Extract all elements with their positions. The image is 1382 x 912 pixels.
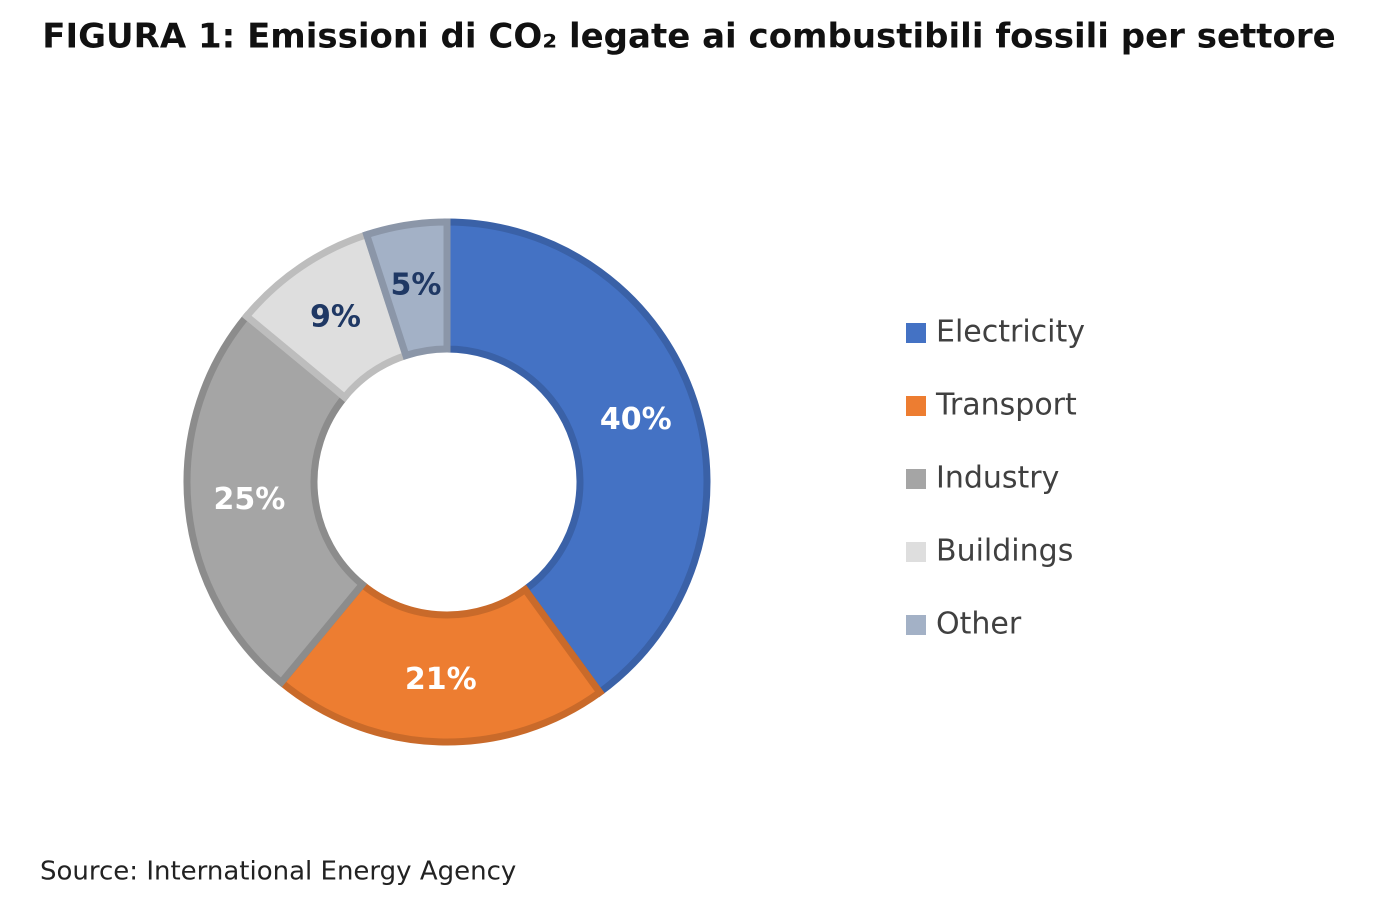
data-label: 5%	[390, 267, 441, 302]
legend-label: Other	[936, 607, 1022, 642]
legend-swatch	[906, 396, 926, 416]
legend-label: Electricity	[936, 315, 1085, 350]
data-label: 9%	[310, 299, 361, 334]
data-label: 25%	[213, 482, 285, 517]
donut-segment	[183, 311, 368, 688]
donut-segment	[362, 218, 451, 360]
legend-label: Industry	[936, 461, 1059, 496]
donut-segment	[443, 218, 711, 698]
donut-segment	[276, 579, 605, 746]
legend-swatch	[906, 323, 926, 343]
source: Source: International Energy Agency	[40, 857, 516, 887]
legend-swatch	[906, 542, 926, 562]
legend-label: Transport	[935, 388, 1077, 423]
chart-title: FIGURA 1: Emissioni di CO₂ legate ai com…	[42, 17, 1335, 57]
legend-swatch	[906, 615, 926, 635]
legend-swatch	[906, 469, 926, 489]
data-label: 21%	[405, 662, 477, 697]
data-label: 40%	[600, 402, 672, 437]
legend-label: Buildings	[936, 534, 1073, 569]
